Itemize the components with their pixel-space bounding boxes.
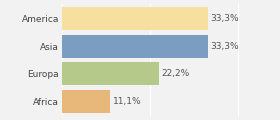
- Text: 33,3%: 33,3%: [210, 14, 239, 23]
- Bar: [62, 90, 110, 113]
- Text: 11,1%: 11,1%: [113, 97, 141, 106]
- Bar: [62, 63, 159, 85]
- Bar: [62, 35, 208, 57]
- Text: 22,2%: 22,2%: [162, 69, 190, 78]
- Bar: [62, 7, 208, 30]
- Text: 33,3%: 33,3%: [210, 42, 239, 51]
